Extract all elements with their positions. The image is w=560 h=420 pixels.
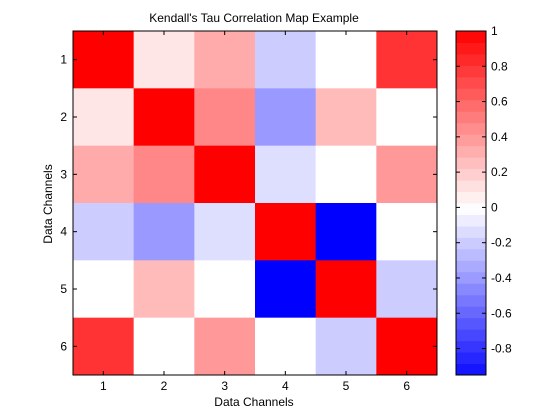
y-tick-label: 4 <box>60 225 67 239</box>
colorbar <box>456 31 486 376</box>
colorbar-frame <box>455 30 487 376</box>
colorbar-segment <box>456 53 486 66</box>
colorbar-ticks: -0.8 -0.6 -0.4 -0.2 0 0.2 0.4 0.6 0.8 1 <box>456 24 512 356</box>
x-tick-label: 3 <box>221 379 228 393</box>
heatmap-cell <box>315 88 377 147</box>
plot-frame <box>72 30 438 376</box>
colorbar-segment <box>456 306 486 319</box>
heatmap-cell <box>133 31 195 89</box>
colorbar-tick-label: 1 <box>491 24 498 38</box>
heatmap-cell <box>133 88 195 147</box>
heatmap-cell <box>73 317 135 376</box>
heatmap-cell <box>376 317 438 376</box>
colorbar-segment <box>456 363 486 376</box>
colorbar-segment <box>456 134 486 147</box>
colorbar-segment <box>456 260 486 273</box>
heatmap-cell <box>73 145 135 204</box>
heatmap-cell <box>255 31 317 89</box>
y-axis-ticks: 1 2 3 4 5 6 <box>60 53 437 353</box>
y-axis-label: Data Channels <box>41 164 55 243</box>
heatmap-cell <box>315 260 377 319</box>
heatmap-cell <box>73 31 135 89</box>
colorbar-tick-label: 0.4 <box>491 130 508 144</box>
colorbar-segment <box>456 352 486 365</box>
y-tick-label: 6 <box>60 339 67 353</box>
heatmap-cell <box>376 88 438 147</box>
y-tick-label: 2 <box>60 110 67 124</box>
colorbar-segment <box>456 157 486 170</box>
heatmap-cell <box>255 203 317 261</box>
chart-title: Kendall's Tau Correlation Map Example <box>149 11 359 25</box>
heatmap-cell <box>255 260 317 319</box>
y-tick-label: 3 <box>60 167 67 181</box>
colorbar-tick-label: -0.6 <box>491 306 512 320</box>
heatmap-cell <box>315 31 377 89</box>
heatmap-cell <box>255 88 317 147</box>
heatmap-cell <box>133 260 195 319</box>
heatmap-cell <box>376 31 438 89</box>
heatmap-cell <box>255 145 317 204</box>
colorbar-segment <box>456 317 486 330</box>
heatmap-cell <box>73 88 135 147</box>
heatmap-cell <box>73 203 135 261</box>
colorbar-segment <box>456 99 486 112</box>
colorbar-segment <box>456 329 486 342</box>
x-axis-label: Data Channels <box>214 395 293 409</box>
heatmap-cell <box>194 88 256 147</box>
colorbar-tick-label: 0.8 <box>491 59 508 73</box>
heatmap-cell <box>73 260 135 319</box>
heatmap-cell <box>133 317 195 376</box>
colorbar-segment <box>456 122 486 135</box>
colorbar-segment <box>456 248 486 261</box>
heatmap-cell <box>194 260 256 319</box>
colorbar-segment <box>456 214 486 227</box>
heatmap-cell <box>376 145 438 204</box>
colorbar-segment <box>456 225 486 238</box>
y-tick-label: 1 <box>60 53 67 67</box>
colorbar-segment <box>456 271 486 284</box>
heatmap-cell <box>315 145 377 204</box>
heatmap-cell <box>133 145 195 204</box>
heatmap-cell <box>376 203 438 261</box>
colorbar-segment <box>456 111 486 124</box>
heatmap-cell <box>255 317 317 376</box>
heatmap-cell <box>194 145 256 204</box>
colorbar-segment <box>456 237 486 250</box>
colorbar-segment <box>456 168 486 181</box>
y-tick-label: 5 <box>60 282 67 296</box>
colorbar-segment <box>456 88 486 101</box>
heatmap-cells <box>73 31 438 376</box>
x-tick-label: 1 <box>100 379 107 393</box>
heatmap-cell <box>376 260 438 319</box>
colorbar-segment <box>456 191 486 204</box>
x-tick-label: 5 <box>343 379 350 393</box>
heatmap-cell <box>315 317 377 376</box>
colorbar-tick-label: 0 <box>491 200 498 214</box>
heatmap-cell <box>194 31 256 89</box>
colorbar-segment <box>456 65 486 78</box>
x-tick-label: 6 <box>403 379 410 393</box>
colorbar-tick-label: -0.2 <box>491 236 512 250</box>
colorbar-segment <box>456 31 486 43</box>
x-tick-label: 2 <box>161 379 168 393</box>
heatmap-cell <box>194 317 256 376</box>
colorbar-tick-label: -0.4 <box>491 271 512 285</box>
colorbar-segment <box>456 203 486 215</box>
heatmap-cell <box>315 203 377 261</box>
heatmap-cell <box>194 203 256 261</box>
colorbar-segment <box>456 283 486 296</box>
colorbar-segment <box>456 76 486 89</box>
heatmap-cell <box>133 203 195 261</box>
colorbar-segment <box>456 294 486 307</box>
colorbar-segment <box>456 180 486 193</box>
colorbar-tick-label: 0.2 <box>491 165 508 179</box>
colorbar-segment <box>456 145 486 158</box>
colorbar-segment <box>456 42 486 55</box>
colorbar-tick-label: 0.6 <box>491 95 508 109</box>
x-axis-ticks: 1 2 3 4 5 6 <box>100 31 410 393</box>
colorbar-segment <box>456 340 486 353</box>
x-tick-label: 4 <box>282 379 289 393</box>
colorbar-tick-label: -0.8 <box>491 342 512 356</box>
